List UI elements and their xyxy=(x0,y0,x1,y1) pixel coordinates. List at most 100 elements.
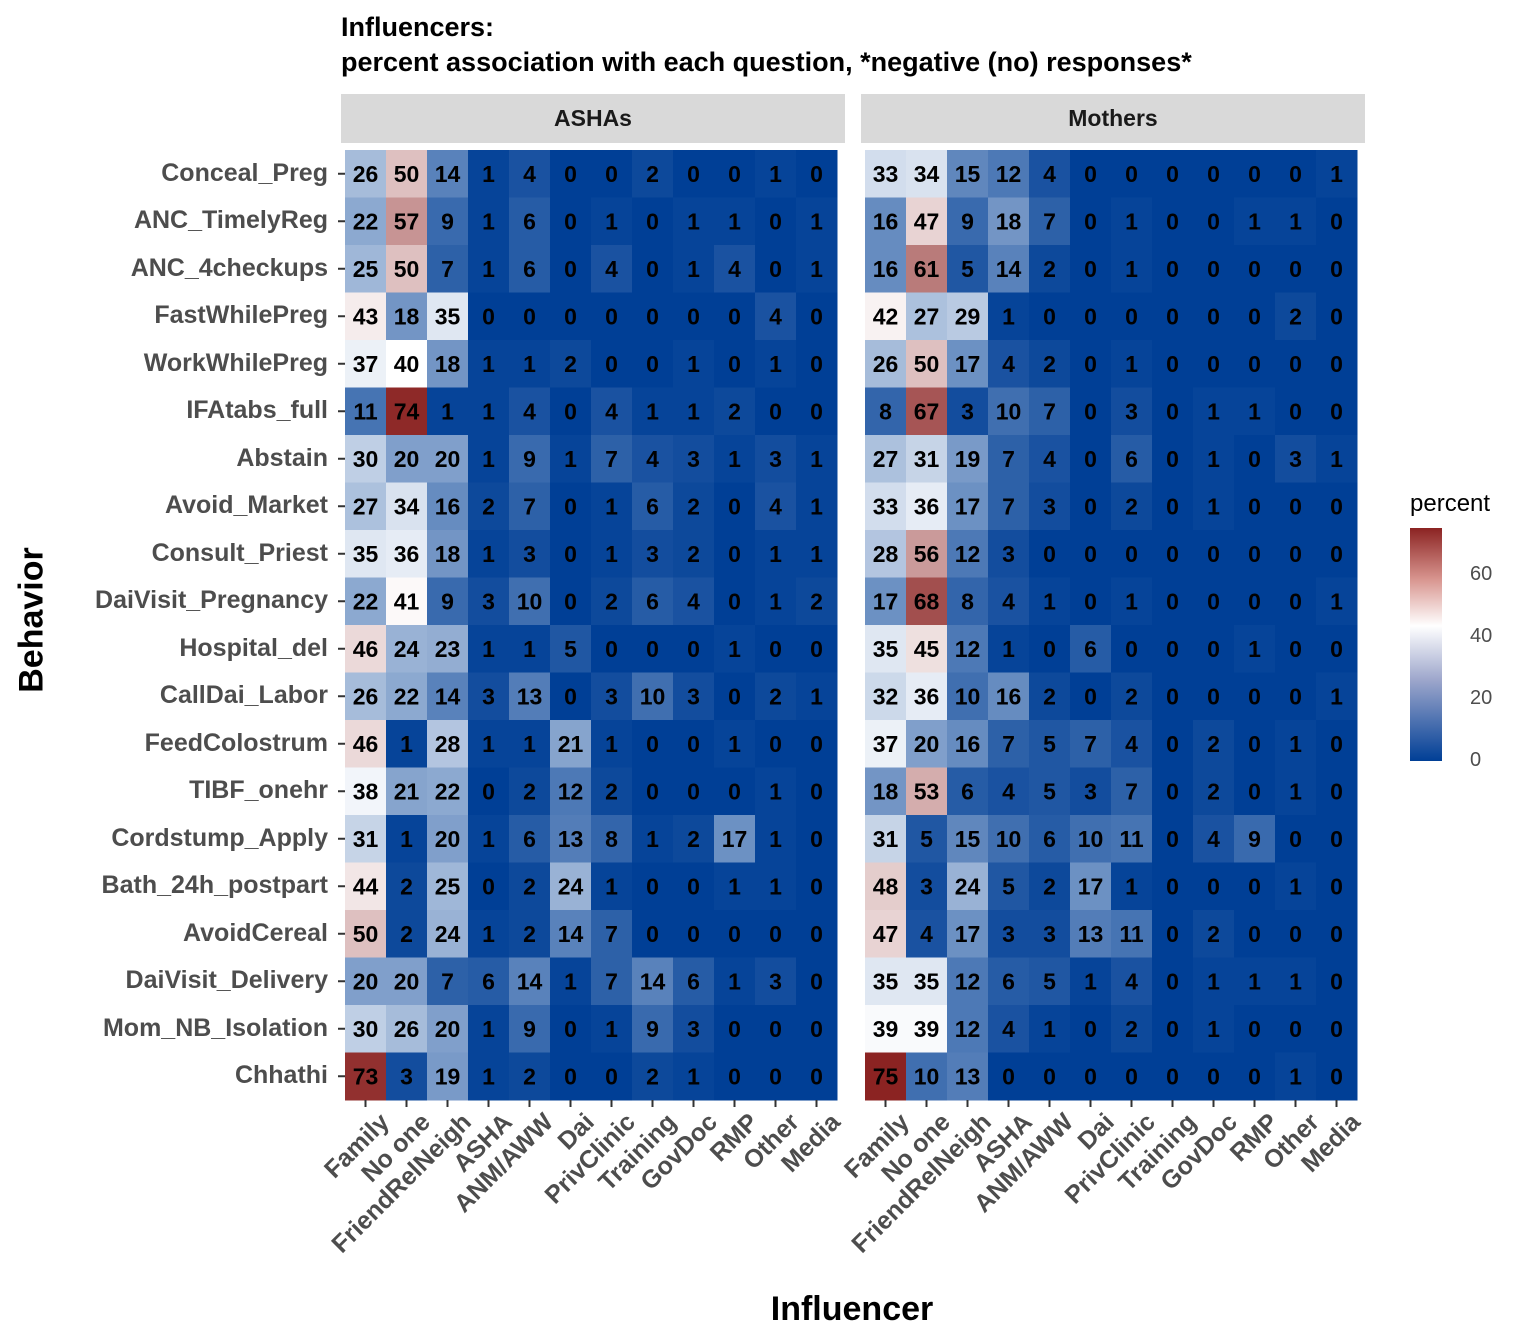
heatmap-cell xyxy=(1152,862,1194,911)
heatmap-cell xyxy=(1111,245,1153,293)
heatmap-cell xyxy=(865,720,907,768)
heatmap-cell xyxy=(673,435,715,483)
heatmap-cell xyxy=(386,530,428,578)
heatmap-cell xyxy=(947,1052,989,1101)
heatmap-cell xyxy=(865,862,907,911)
heatmap-cell xyxy=(509,672,551,721)
cell-value-label: 3 xyxy=(769,968,782,994)
heatmap-cell xyxy=(550,387,592,436)
heatmap-cell xyxy=(796,1005,838,1053)
cell-value-label: 0 xyxy=(1330,541,1343,567)
heatmap-cell xyxy=(1111,1005,1153,1053)
cell-value-label: 16 xyxy=(873,256,899,282)
cell-value-label: 31 xyxy=(873,826,899,852)
cell-value-label: 1 xyxy=(605,731,618,757)
cell-value-label: 0 xyxy=(1084,161,1097,187)
heatmap-cell xyxy=(386,197,428,246)
cell-value-label: 1 xyxy=(1002,303,1015,329)
cell-value-label: 13 xyxy=(955,1063,981,1089)
cell-value-label: 2 xyxy=(523,778,536,804)
heatmap-cell xyxy=(865,1005,907,1053)
heatmap-cell xyxy=(796,862,838,911)
cell-value-label: 1 xyxy=(1207,446,1220,472)
heatmap-cell xyxy=(796,435,838,483)
heatmap-cell xyxy=(1111,767,1153,816)
cell-value-label: 1 xyxy=(646,398,659,424)
heatmap-cell xyxy=(1152,245,1194,293)
heatmap-cell xyxy=(1152,577,1194,626)
heatmap-cell xyxy=(906,1005,948,1053)
cell-value-label: 45 xyxy=(914,636,940,662)
heatmap-cell xyxy=(427,720,469,768)
cell-value-label: 73 xyxy=(353,1063,379,1089)
cell-value-label: 10 xyxy=(996,826,1022,852)
legend-tick-label: 0 xyxy=(1470,749,1482,771)
cell-value-label: 6 xyxy=(687,968,700,994)
heatmap-cell xyxy=(468,1052,510,1101)
heatmap-cell xyxy=(591,910,633,958)
cell-value-label: 3 xyxy=(1002,541,1015,567)
heatmap-cell xyxy=(673,482,715,531)
heatmap-cell xyxy=(1029,1052,1071,1101)
cell-value-label: 0 xyxy=(1166,541,1179,567)
heatmap-cell xyxy=(1070,340,1112,388)
cell-value-label: 1 xyxy=(564,968,577,994)
cell-value-label: 36 xyxy=(914,683,940,709)
cell-value-label: 0 xyxy=(1248,1063,1261,1089)
heatmap-cell xyxy=(509,625,551,673)
y-tick-label: Avoid_Market xyxy=(164,491,328,520)
heatmap-cell xyxy=(988,482,1030,531)
cell-value-label: 1 xyxy=(1330,588,1343,614)
cell-value-label: 0 xyxy=(1330,1063,1343,1089)
cell-value-label: 16 xyxy=(873,208,899,234)
cell-value-label: 18 xyxy=(873,778,899,804)
cell-value-label: 14 xyxy=(435,683,461,709)
cell-value-label: 5 xyxy=(564,636,577,662)
heatmap-cell xyxy=(796,672,838,721)
cell-value-label: 43 xyxy=(353,303,379,329)
heatmap-cell xyxy=(427,767,469,816)
cell-value-label: 0 xyxy=(1084,256,1097,282)
y-tick-label: IFAtabs_full xyxy=(186,396,328,425)
heatmap-cell xyxy=(947,910,989,958)
heatmap-cell xyxy=(509,577,551,626)
heatmap-cell xyxy=(468,862,510,911)
cell-value-label: 0 xyxy=(1125,636,1138,662)
cell-value-label: 19 xyxy=(435,1063,461,1089)
cell-value-label: 20 xyxy=(435,826,461,852)
heatmap-cell xyxy=(1193,482,1235,531)
cell-value-label: 1 xyxy=(482,256,495,282)
heatmap-cell xyxy=(714,292,756,341)
cell-value-label: 0 xyxy=(769,256,782,282)
heatmap-cell xyxy=(906,815,948,863)
cell-value-label: 20 xyxy=(394,446,420,472)
cell-value-label: 8 xyxy=(879,398,892,424)
heatmap-cell xyxy=(714,387,756,436)
cell-value-label: 23 xyxy=(435,636,461,662)
cell-value-label: 1 xyxy=(1125,256,1138,282)
heatmap-cell xyxy=(591,815,633,863)
cell-value-label: 53 xyxy=(914,778,940,804)
cell-value-label: 6 xyxy=(523,208,536,234)
heatmap-cell xyxy=(1275,435,1317,483)
cell-value-label: 4 xyxy=(523,161,536,187)
heatmap-cell xyxy=(947,150,989,198)
heatmap-cell xyxy=(755,720,797,768)
cell-value-label: 31 xyxy=(353,826,379,852)
heatmap-cell xyxy=(632,1005,674,1053)
cell-value-label: 0 xyxy=(1125,303,1138,329)
cell-value-label: 17 xyxy=(1078,873,1104,899)
cell-value-label: 9 xyxy=(1248,826,1261,852)
heatmap-cell xyxy=(755,197,797,246)
cell-value-label: 27 xyxy=(914,303,940,329)
cell-value-label: 1 xyxy=(687,351,700,377)
cell-value-label: 12 xyxy=(955,636,981,662)
cell-value-label: 31 xyxy=(914,446,940,472)
cell-value-label: 2 xyxy=(646,161,659,187)
cell-value-label: 1 xyxy=(400,731,413,757)
heatmap-cell xyxy=(673,340,715,388)
cell-value-label: 1 xyxy=(1125,351,1138,377)
cell-value-label: 3 xyxy=(769,446,782,472)
heatmap-cell xyxy=(755,1052,797,1101)
cell-value-label: 2 xyxy=(1043,351,1056,377)
